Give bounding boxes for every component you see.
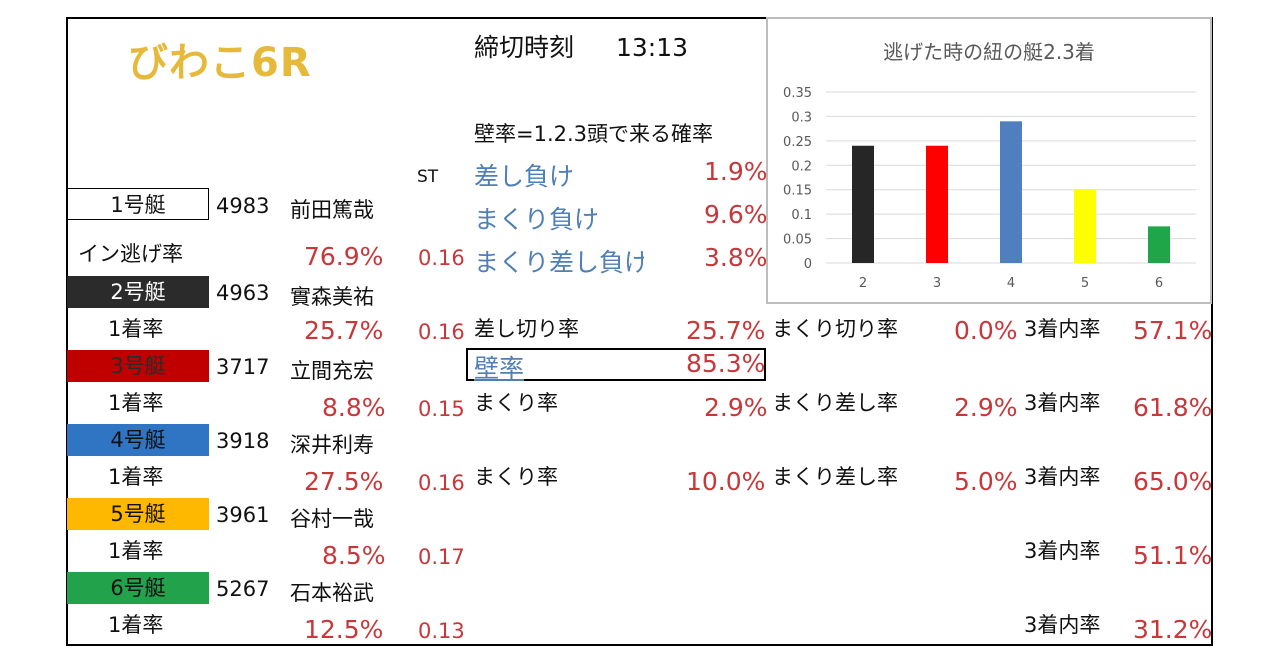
boat-3-makuri: 2.9%	[704, 393, 768, 422]
boat-4-top3-label: 3着内率	[1024, 465, 1101, 489]
makurimake-label: まくり負け	[474, 205, 600, 234]
y-tick-label: 0.3	[791, 110, 812, 125]
bar-5	[1074, 189, 1096, 263]
makurimake-value: 9.6%	[704, 200, 768, 229]
sashikiri-value: 25.7%	[686, 316, 766, 345]
wall-rate-value: 85.3%	[686, 349, 766, 378]
makurisashimake-value: 3.8%	[704, 243, 768, 272]
boat-3-makuri-label: まくり率	[474, 391, 558, 415]
boat-4-id: 3918	[216, 429, 270, 453]
boat-2-id: 4963	[216, 281, 270, 305]
sheet-frame	[66, 17, 1213, 646]
boat-6-rate: 12.5%	[304, 615, 384, 644]
boat-5-name: 谷村一哉	[290, 507, 374, 531]
x-tick-label: 4	[1007, 276, 1015, 291]
race-title: びわこ6R	[128, 40, 312, 86]
boat-4-makurisashi: 5.0%	[954, 467, 1018, 496]
x-tick-label: 2	[859, 276, 867, 291]
bar-chart-panel: 逃げた時の紐の艇2.3着 0 0.05 0.1 0.15 0.2 0.25 0.3 0.35 …	[766, 17, 1212, 304]
boat-5-label: 5号艇	[67, 498, 209, 530]
deadline: 締切時刻 13:13	[474, 28, 688, 64]
boat-1-rate-label: イン逃げ率	[78, 242, 183, 266]
boat-2-label: 2号艇	[67, 276, 209, 308]
boat-3-makurisashi: 2.9%	[954, 393, 1018, 422]
deadline-time: 13:13	[615, 33, 689, 62]
wall-rate-label: 壁率	[474, 354, 525, 383]
boat-4-label: 4号艇	[67, 424, 209, 456]
wall-rate-box	[466, 348, 766, 381]
boat-2-top3: 57.1%	[1133, 316, 1213, 345]
boat-4-st: 0.16	[418, 471, 465, 495]
boat-6-top3-label: 3着内率	[1024, 613, 1101, 637]
y-tick-label: 0.25	[783, 135, 812, 150]
wall-note: 壁率=1.2.3頭で来る確率	[474, 122, 714, 146]
makurikiri-label: まくり切り率	[772, 317, 898, 341]
boat-2-name: 實森美祐	[290, 285, 374, 309]
boat-4-makurisashi-label: まくり差し率	[772, 465, 898, 489]
boat-3-makurisashi-label: まくり差し率	[772, 391, 898, 415]
bar-4	[1000, 121, 1022, 263]
boat-2-rate: 25.7%	[304, 316, 384, 345]
bar-6	[1148, 226, 1170, 263]
boat-5-top3-label: 3着内率	[1024, 539, 1101, 563]
boat-1-st: 0.16	[418, 246, 465, 270]
y-tick-label: 0	[804, 257, 812, 272]
boat-4-makuri-label: まくり率	[474, 465, 558, 489]
boat-3-id: 3717	[216, 355, 270, 379]
boat-1-id: 4983	[216, 194, 270, 218]
boat-4-rate: 27.5%	[304, 467, 384, 496]
deadline-label: 締切時刻	[474, 33, 575, 62]
boat-5-rate: 8.5%	[322, 541, 386, 570]
y-tick-label: 0.35	[783, 86, 812, 101]
bar-2	[852, 145, 874, 263]
sashimake-value: 1.9%	[704, 157, 768, 186]
y-tick-label: 0.05	[783, 233, 812, 248]
boat-1-name: 前田篤哉	[290, 198, 374, 222]
boat-5-rate-label: 1着率	[108, 539, 164, 563]
boat-3-st: 0.15	[418, 397, 465, 421]
y-tick-label: 0.1	[791, 208, 812, 223]
makurikiri-value: 0.0%	[954, 316, 1018, 345]
makurisashimake-label: まくり差し負け	[474, 248, 644, 277]
boat-6-st: 0.13	[418, 619, 465, 643]
boat-6-top3: 31.2%	[1133, 615, 1213, 644]
boat-3-name: 立間充宏	[290, 359, 374, 383]
boat-6-rate-label: 1着率	[108, 613, 164, 637]
bar-3	[926, 145, 948, 263]
x-tick-label: 5	[1081, 276, 1089, 291]
boat-5-st: 0.17	[418, 545, 465, 569]
x-tick-label: 3	[933, 276, 941, 291]
boat-6-name: 石本裕武	[290, 581, 374, 605]
boat-6-id: 5267	[216, 577, 270, 601]
boat-2-rate-label: 1着率	[108, 317, 164, 341]
boat-5-top3: 51.1%	[1133, 541, 1213, 570]
sashikiri-label: 差し切り率	[474, 317, 579, 341]
boat-3-top3-label: 3着内率	[1024, 391, 1101, 415]
boat-3-label: 3号艇	[67, 350, 209, 382]
boat-1-label: 1号艇	[67, 188, 209, 220]
boat-4-name: 深井利寿	[290, 433, 374, 457]
boat-3-rate: 8.8%	[322, 393, 386, 422]
x-tick-label: 6	[1155, 276, 1163, 291]
y-tick-label: 0.2	[791, 159, 812, 174]
bar-chart: 逃げた時の紐の艇2.3着 00.050.10.150.20.250.30.35 …	[783, 40, 1196, 291]
boat-4-makuri: 10.0%	[686, 467, 766, 496]
boat-5-id: 3961	[216, 503, 270, 527]
boat-2-st: 0.16	[418, 320, 465, 344]
boat-4-top3: 65.0%	[1133, 467, 1213, 496]
boat-1-rate: 76.9%	[304, 242, 384, 271]
sashimake-label: 差し負け	[474, 162, 575, 191]
chart-title: 逃げた時の紐の艇2.3着	[883, 40, 1095, 64]
y-tick-label: 0.15	[783, 184, 812, 199]
boat-3-top3: 61.8%	[1133, 393, 1213, 422]
boat-6-label: 6号艇	[67, 572, 209, 604]
boat-2-top3-label: 3着内率	[1024, 317, 1101, 341]
boat-3-rate-label: 1着率	[108, 391, 164, 415]
st-header: ST	[417, 167, 439, 187]
boat-4-rate-label: 1着率	[108, 465, 164, 489]
